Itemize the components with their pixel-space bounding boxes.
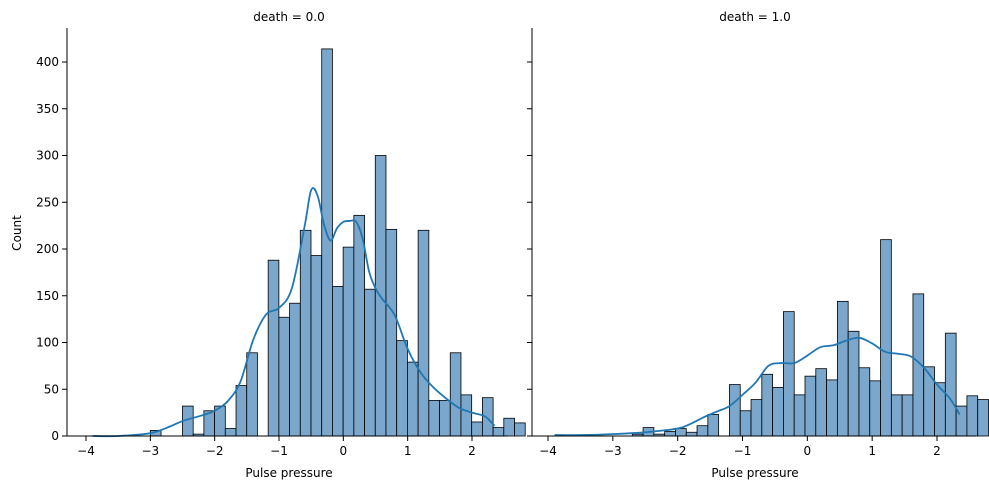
y-ticks [527,61,532,437]
x-ticks: −4 −3 −2 −1 0 1 2 [77,436,476,458]
histogram-bar [449,352,462,437]
histogram-bar [396,340,408,437]
histogram-bar [278,316,290,437]
x-tick-label: 2 [933,444,941,458]
histogram-bar [439,400,451,437]
x-tick-label: 0 [340,444,348,458]
histogram-bar [299,229,312,437]
x-tick-label: 0 [804,444,812,458]
facet-panel-death-1: death = 1.0 −4 −3 −2 −1 0 1 2 Pulse pressure [527,10,989,480]
histogram-bar [428,400,440,437]
histogram-bar [804,375,817,437]
histogram-bars [631,239,989,437]
facet-panel-death-0: death = 0.0 −4 −3 −2 −1 0 1 2 0 50 100 150 200 250 3… [10,10,526,480]
x-ticks: −4 −3 −2 −1 0 1 2 [539,436,941,458]
histogram-bar [890,394,903,437]
histogram-bar [739,410,752,437]
histogram-bar [729,384,741,437]
histogram-bar [492,427,505,437]
histogram-bar [664,430,676,437]
y-axis-label: Count [10,215,24,251]
histogram-bar [353,214,365,437]
x-tick-label: −2 [669,444,687,458]
histogram-bar [847,330,860,437]
histogram-bar [417,229,430,437]
x-tick-label: −1 [734,444,752,458]
y-tick-label: 250 [36,195,59,209]
histogram-bar [944,332,957,437]
histogram-bar [858,367,871,437]
histogram-bar [407,361,419,437]
histogram-bar [224,428,237,437]
x-axis-label: Pulse pressure [245,466,332,480]
y-tick-label: 350 [36,102,59,116]
histogram-bar [289,302,301,437]
histogram-bar [342,246,355,437]
histogram-bar [321,48,333,437]
histogram-bar [793,394,806,437]
histogram-bar [815,368,827,437]
y-ticks: 0 50 100 150 200 250 300 350 400 [36,55,67,443]
x-tick-label: −3 [141,444,159,458]
histogram-bar [826,379,838,437]
y-tick-label: 50 [44,382,59,396]
y-tick-label: 100 [36,336,59,350]
histogram-bar [332,285,344,437]
y-tick-label: 400 [36,55,59,69]
histogram-bar [923,366,935,437]
histogram-bar [246,352,258,437]
histogram-bar [750,399,763,437]
y-tick-label: 200 [36,242,59,256]
histogram-bar [385,228,398,437]
x-tick-label: −1 [270,444,288,458]
x-tick-label: 1 [868,444,876,458]
x-tick-label: −2 [206,444,224,458]
panel-title: death = 0.0 [253,10,324,24]
histogram-bar [503,417,515,437]
histogram-bar [514,422,526,437]
histogram-bar [471,421,483,437]
histogram-bar [696,425,709,437]
histogram-bar [836,300,849,437]
x-axis-label: Pulse pressure [711,466,798,480]
kde-curve [92,187,496,438]
histogram-bar [310,255,323,437]
histogram-bar [783,311,795,437]
x-tick-label: 1 [404,444,412,458]
x-tick-label: −4 [539,444,557,458]
histogram-bar [880,239,892,437]
histogram-bar [772,386,784,437]
y-tick-label: 0 [51,429,59,443]
histogram-bar [267,259,280,437]
panel-title: death = 1.0 [719,10,790,24]
histogram-bar [707,414,720,437]
x-tick-label: −3 [604,444,622,458]
histogram-bar [364,288,376,437]
histogram-bar [235,385,248,437]
histogram-bars [149,48,526,437]
histogram-bar [901,394,914,437]
kde-curve [554,336,961,437]
y-tick-label: 150 [36,289,59,303]
histogram-bar [675,428,687,437]
histogram-bar [761,373,774,437]
x-tick-label: 2 [468,444,476,458]
y-tick-label: 300 [36,149,59,163]
histogram-bar [460,394,473,437]
histogram-bar [966,395,979,437]
x-tick-label: −4 [77,444,95,458]
histogram-bar [977,399,989,437]
histogram-bar [685,431,698,437]
histogram-bar [869,380,881,437]
